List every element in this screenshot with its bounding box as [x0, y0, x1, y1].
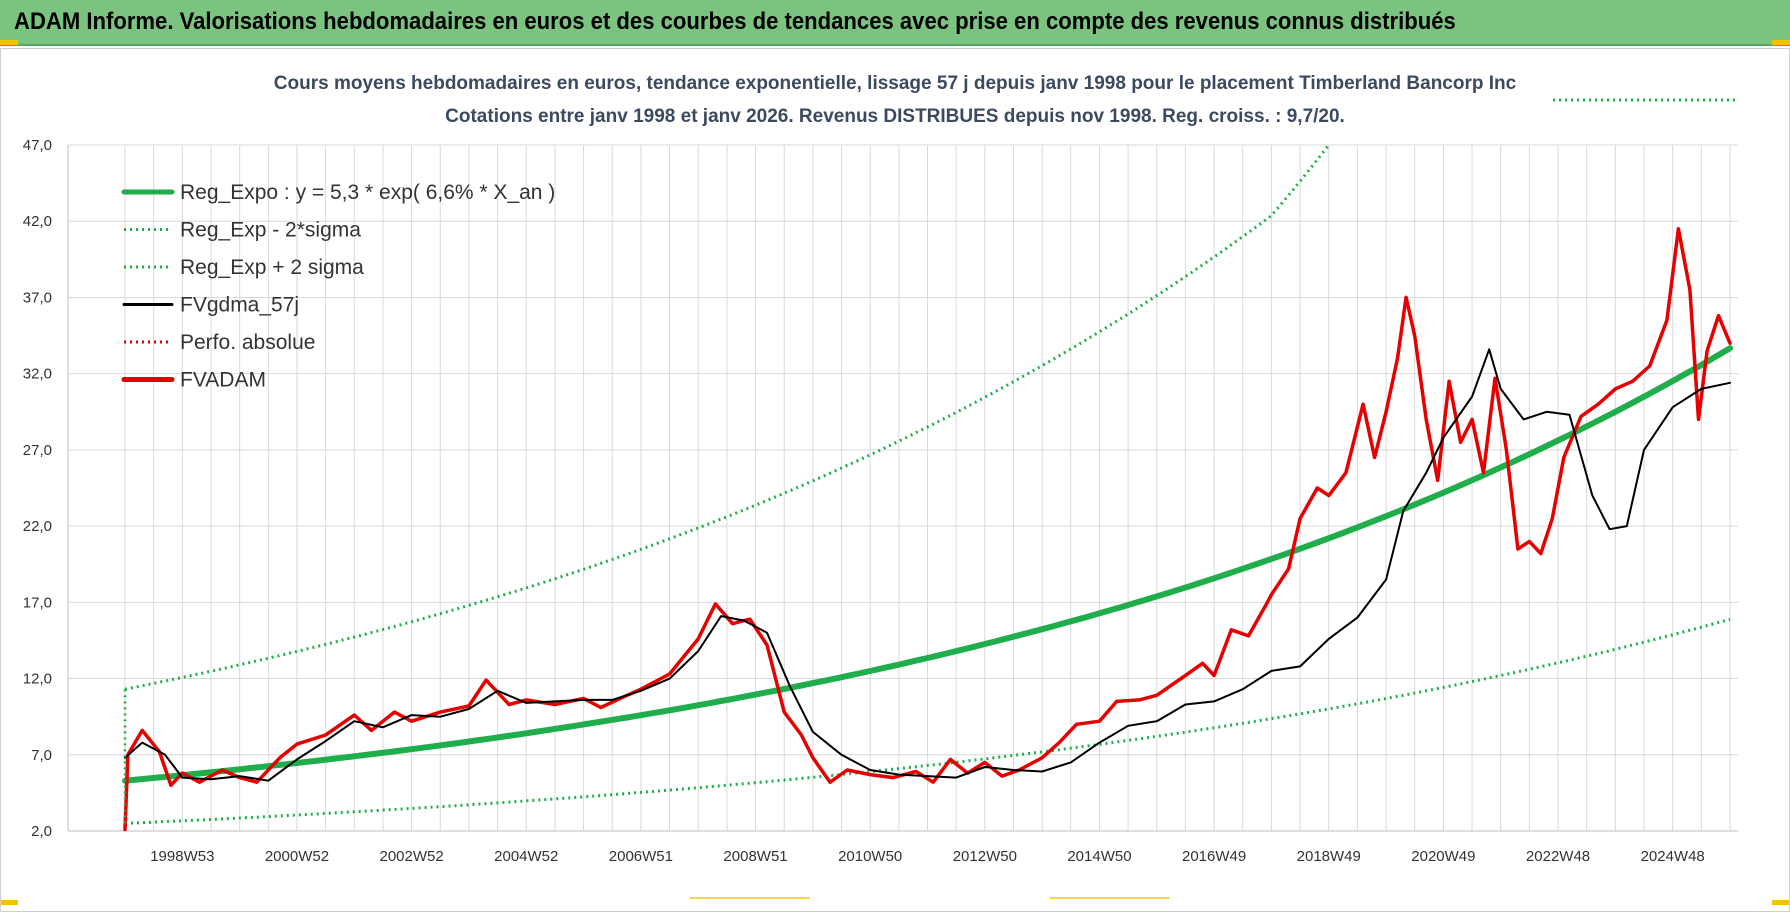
x-tick-label: 2010W50	[838, 848, 902, 865]
x-tick-label: 2004W52	[494, 848, 558, 865]
report-title: ADAM Informe. Valorisations hebdomadaire…	[14, 8, 1456, 35]
y-tick-label: 2,0	[31, 823, 52, 840]
grid	[67, 144, 1738, 832]
x-tick-label: 2016W49	[1182, 848, 1246, 865]
legend-label: Reg_Exp - 2*sigma	[180, 219, 361, 242]
x-tick-label: 1998W53	[150, 848, 214, 865]
series-reg-exp-2-sigma	[124, 144, 1330, 691]
legend-label: FVADAM	[180, 369, 266, 392]
legend-label: FVgdma_57j	[180, 294, 299, 317]
x-tick-label: 2002W52	[379, 848, 443, 865]
series-group	[122, 98, 1738, 832]
corner-mark-bottom-right	[1772, 900, 1790, 905]
legend-label: Reg_Exp + 2 sigma	[180, 256, 364, 279]
series-fvgdma-57j	[124, 348, 1731, 782]
y-tick-label: 17,0	[23, 594, 52, 611]
corner-mark-left	[0, 40, 18, 45]
y-tick-label: 27,0	[23, 442, 52, 459]
legend-label: Reg_Expo : y = 5,3 * exp( 6,6% * X_an )	[180, 181, 555, 204]
report-banner: ADAM Informe. Valorisations hebdomadaire…	[0, 0, 1790, 46]
x-tick-label: 2008W51	[723, 848, 787, 865]
corner-mark-bottom-left	[0, 900, 18, 905]
y-tick-label: 47,0	[23, 137, 52, 154]
x-tick-label: 2006W51	[609, 848, 673, 865]
x-tick-label: 2020W49	[1411, 848, 1475, 865]
y-tick-label: 42,0	[23, 213, 52, 230]
bottom-mark-2	[1050, 897, 1170, 899]
series-fvadam	[123, 227, 1732, 832]
chart-title: Cours moyens hebdomadaires en euros, ten…	[273, 73, 1517, 94]
x-tick-label: 2022W48	[1526, 848, 1590, 865]
chart-subtitle: Cotations entre janv 1998 et janv 2026. …	[445, 106, 1345, 127]
x-axis: 1998W53 2000W52 2002W52 2004W52 2006W51 2008W…	[150, 848, 1705, 865]
y-tick-label: 12,0	[23, 671, 52, 688]
y-tick-label: 32,0	[23, 366, 52, 383]
x-tick-label: 2012W50	[953, 848, 1017, 865]
x-tick-label: 2000W52	[265, 848, 329, 865]
corner-mark-right	[1772, 40, 1790, 45]
y-axis: 2,0 7,0 12,0 17,0 22,0 27,0 32,0 37,0 42,0 47,0	[23, 137, 52, 840]
x-tick-label: 2014W50	[1067, 848, 1131, 865]
y-tick-label: 22,0	[23, 518, 52, 535]
bottom-mark-1	[690, 897, 810, 899]
y-tick-label: 37,0	[23, 289, 52, 306]
legend-label: Perfo. absolue	[180, 331, 315, 354]
series-reg-exp-2-sigma	[124, 617, 1731, 825]
legend: Reg_Expo : y = 5,3 * exp( 6,6% * X_an ) R…	[121, 181, 555, 392]
x-tick-label: 2024W48	[1641, 848, 1705, 865]
series-reg-expo-y-5-3-exp-6-6-x-an	[122, 345, 1733, 784]
y-tick-label: 7,0	[31, 747, 52, 764]
x-tick-label: 2018W49	[1297, 848, 1361, 865]
